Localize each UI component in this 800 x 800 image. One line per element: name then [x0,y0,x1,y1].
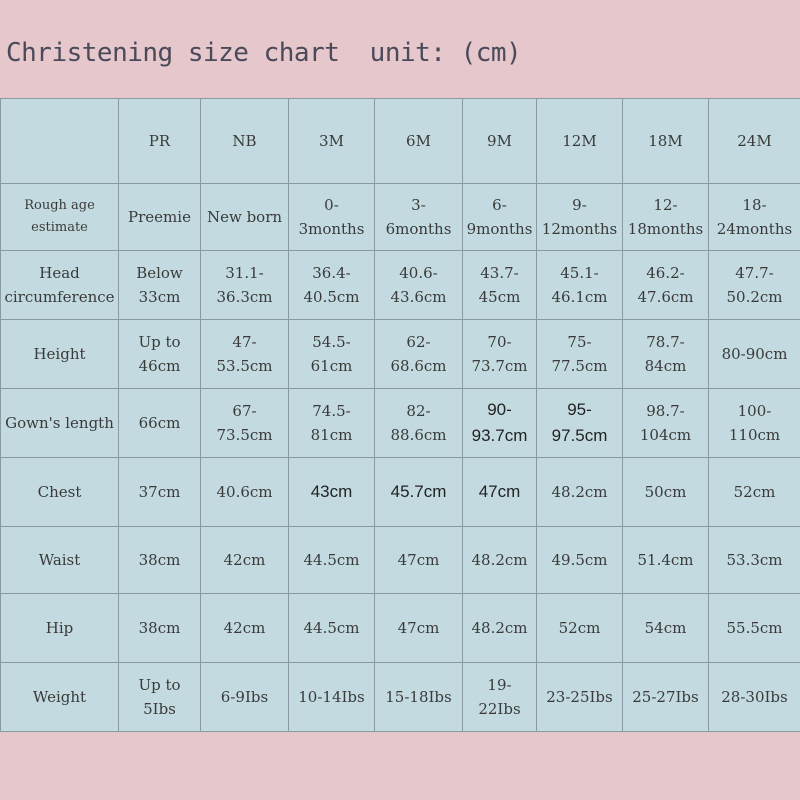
header-corner [0,98,119,184]
table-cell: 54.5- 61cm [288,319,375,389]
table-row: Hip 38cm 42cm 44.5cm 47cm 48.2cm 52cm 54… [0,593,800,663]
table-cell: 48.2cm [462,593,537,663]
size-table: PR NB 3M 6M 9M 12M 18M 24M Rough age est… [0,98,800,732]
table-row: Weight Up to 5Ibs 6-9Ibs 10-14Ibs 15-18I… [0,662,800,732]
table-cell: 23-25Ibs [536,662,623,732]
table-cell: 52cm [536,593,623,663]
table-cell: 90- 93.7cm [462,388,537,458]
table-cell: 6-9Ibs [200,662,289,732]
table-cell: 44.5cm [288,593,375,663]
table-cell: 47cm [374,593,463,663]
row-label: Weight [0,662,119,732]
table-cell: 53.3cm [708,526,800,594]
table-cell: 38cm [118,526,201,594]
row-label: Head circumference [0,250,119,320]
table-cell: 6- 9months [462,183,537,251]
table-cell: 48.2cm [462,526,537,594]
table-cell: 66cm [118,388,201,458]
header-24m: 24M [708,98,800,184]
table-cell: 36.4- 40.5cm [288,250,375,320]
header-6m: 6M [374,98,463,184]
table-row: Rough age estimate Preemie New born 0- 3… [0,183,800,251]
table-cell: 80-90cm [708,319,800,389]
table-cell: 47.7- 50.2cm [708,250,800,320]
table-cell: 47cm [374,526,463,594]
table-cell: 78.7- 84cm [622,319,709,389]
table-cell: 25-27Ibs [622,662,709,732]
bottom-margin [0,732,800,800]
table-cell: 45.7cm [374,457,463,527]
chart-title: Christening size chart unit: (cm) [6,38,522,68]
table-cell: 43cm [288,457,375,527]
header-3m: 3M [288,98,375,184]
header-9m: 9M [462,98,537,184]
table-row: Head circumference Below 33cm 31.1- 36.3… [0,250,800,320]
row-label: Height [0,319,119,389]
table-cell: 47cm [462,457,537,527]
table-cell: 43.7- 45cm [462,250,537,320]
header-12m: 12M [536,98,623,184]
table-cell: 3- 6months [374,183,463,251]
table-cell: 51.4cm [622,526,709,594]
table-cell: 62- 68.6cm [374,319,463,389]
table-row: Chest 37cm 40.6cm 43cm 45.7cm 47cm 48.2c… [0,457,800,527]
table-cell: 75- 77.5cm [536,319,623,389]
row-label: Hip [0,593,119,663]
table-cell: Preemie [118,183,201,251]
table-row: Waist 38cm 42cm 44.5cm 47cm 48.2cm 49.5c… [0,526,800,594]
table-cell: 74.5- 81cm [288,388,375,458]
table-cell: 28-30Ibs [708,662,800,732]
header-nb: NB [200,98,289,184]
table-cell: 10-14Ibs [288,662,375,732]
table-cell: Below 33cm [118,250,201,320]
table-cell: 50cm [622,457,709,527]
table-cell: 70- 73.7cm [462,319,537,389]
row-label: Waist [0,526,119,594]
table-row: Gown's length 66cm 67- 73.5cm 74.5- 81cm… [0,388,800,458]
header-pr: PR [118,98,201,184]
table-cell: Up to 5Ibs [118,662,201,732]
table-cell: 9- 12months [536,183,623,251]
table-cell: 54cm [622,593,709,663]
table-cell: 37cm [118,457,201,527]
table-cell: 12- 18months [622,183,709,251]
table-cell: 40.6cm [200,457,289,527]
header-18m: 18M [622,98,709,184]
table-cell: 67- 73.5cm [200,388,289,458]
table-cell: 42cm [200,593,289,663]
table-cell: 49.5cm [536,526,623,594]
table-cell: 52cm [708,457,800,527]
header-row: PR NB 3M 6M 9M 12M 18M 24M [0,98,800,184]
table-cell: 47- 53.5cm [200,319,289,389]
table-cell: 48.2cm [536,457,623,527]
table-cell: 45.1- 46.1cm [536,250,623,320]
table-cell: 55.5cm [708,593,800,663]
table-cell: 15-18Ibs [374,662,463,732]
table-cell: New born [200,183,289,251]
table-cell: 31.1- 36.3cm [200,250,289,320]
table-cell: Up to 46cm [118,319,201,389]
table-cell: 44.5cm [288,526,375,594]
table-cell: 0- 3months [288,183,375,251]
table-cell: 46.2- 47.6cm [622,250,709,320]
table-cell: 82- 88.6cm [374,388,463,458]
row-label: Rough age estimate [0,183,119,251]
table-cell: 95- 97.5cm [536,388,623,458]
table-cell: 18- 24months [708,183,800,251]
table-cell: 38cm [118,593,201,663]
table-cell: 98.7- 104cm [622,388,709,458]
table-cell: 19- 22Ibs [462,662,537,732]
table-cell: 42cm [200,526,289,594]
table-row: Height Up to 46cm 47- 53.5cm 54.5- 61cm … [0,319,800,389]
row-label: Chest [0,457,119,527]
row-label: Gown's length [0,388,119,458]
table-cell: 40.6- 43.6cm [374,250,463,320]
table-cell: 100- 110cm [708,388,800,458]
